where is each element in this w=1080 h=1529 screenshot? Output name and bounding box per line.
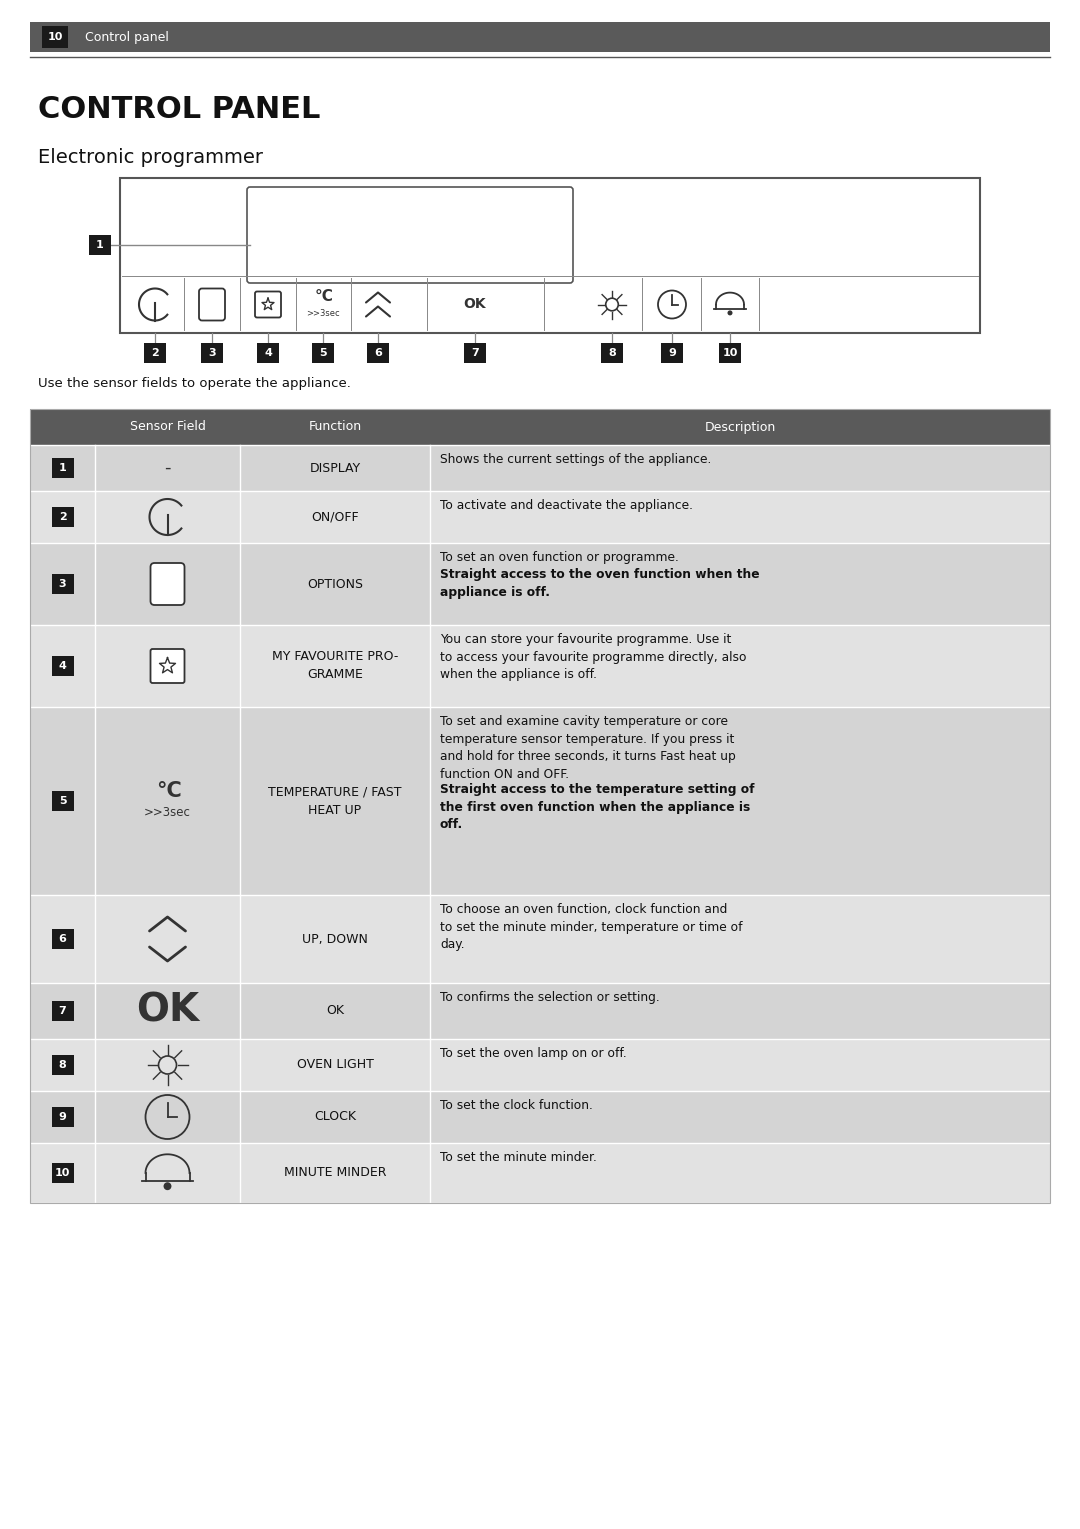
- Text: 10: 10: [723, 349, 738, 358]
- Bar: [52, 573, 73, 593]
- Text: 8: 8: [58, 1060, 66, 1070]
- Text: 10: 10: [48, 32, 63, 41]
- Text: 7: 7: [471, 349, 478, 358]
- Text: Control panel: Control panel: [85, 31, 168, 43]
- Bar: [30, 21, 1050, 52]
- Text: 2: 2: [151, 349, 159, 358]
- Text: ON/OFF: ON/OFF: [311, 511, 359, 523]
- Bar: [30, 1092, 1050, 1144]
- Bar: [312, 342, 334, 362]
- FancyBboxPatch shape: [150, 563, 185, 605]
- Text: Shows the current settings of the appliance.: Shows the current settings of the applia…: [440, 453, 712, 466]
- Bar: [52, 459, 73, 479]
- Text: TEMPERATURE / FAST
HEAT UP: TEMPERATURE / FAST HEAT UP: [268, 786, 402, 816]
- Text: >>3sec: >>3sec: [307, 309, 340, 318]
- Bar: [52, 1164, 73, 1183]
- Text: °C: °C: [157, 781, 183, 801]
- Text: 4: 4: [265, 349, 272, 358]
- Circle shape: [163, 1182, 172, 1190]
- Text: >>3sec: >>3sec: [144, 806, 191, 820]
- Text: MINUTE MINDER: MINUTE MINDER: [284, 1167, 387, 1179]
- Text: Sensor Field: Sensor Field: [130, 420, 205, 434]
- Text: To set and examine cavity temperature or core
temperature sensor temperature. If: To set and examine cavity temperature or…: [440, 716, 735, 780]
- Bar: [52, 1001, 73, 1021]
- FancyBboxPatch shape: [247, 187, 573, 283]
- Text: OK: OK: [463, 298, 486, 312]
- Bar: [719, 342, 741, 362]
- Bar: [30, 706, 1050, 894]
- Text: OPTIONS: OPTIONS: [307, 578, 363, 590]
- Bar: [30, 445, 1050, 491]
- Text: 1: 1: [58, 463, 66, 472]
- Text: 1: 1: [96, 240, 104, 251]
- Bar: [52, 790, 73, 810]
- Text: You can store your favourite programme. Use it
to access your favourite programm: You can store your favourite programme. …: [440, 633, 746, 680]
- Text: Description: Description: [704, 420, 775, 434]
- Text: Electronic programmer: Electronic programmer: [38, 148, 264, 167]
- Bar: [464, 342, 486, 362]
- Bar: [52, 656, 73, 676]
- Circle shape: [728, 310, 732, 315]
- FancyBboxPatch shape: [150, 648, 185, 683]
- Bar: [30, 894, 1050, 983]
- Text: -: -: [164, 459, 171, 477]
- Bar: [52, 508, 73, 528]
- FancyBboxPatch shape: [255, 292, 281, 318]
- Bar: [30, 983, 1050, 1040]
- Text: CLOCK: CLOCK: [314, 1110, 356, 1124]
- Text: 7: 7: [58, 1006, 66, 1015]
- Text: Straight access to the temperature setting of
the first oven function when the a: Straight access to the temperature setti…: [440, 783, 755, 832]
- Bar: [42, 26, 68, 47]
- Text: To choose an oven function, clock function and
to set the minute minder, tempera: To choose an oven function, clock functi…: [440, 904, 743, 951]
- Text: 10: 10: [55, 1168, 70, 1177]
- Bar: [89, 235, 111, 255]
- Bar: [52, 1107, 73, 1127]
- Text: 2: 2: [58, 512, 66, 521]
- Bar: [52, 930, 73, 950]
- Text: 6: 6: [374, 349, 382, 358]
- Text: 3: 3: [58, 579, 66, 589]
- Bar: [120, 177, 980, 333]
- Text: 4: 4: [58, 661, 67, 671]
- Bar: [30, 1144, 1050, 1203]
- Bar: [257, 342, 279, 362]
- Text: OVEN LIGHT: OVEN LIGHT: [297, 1058, 374, 1072]
- Text: 9: 9: [669, 349, 676, 358]
- Bar: [367, 342, 389, 362]
- Text: 5: 5: [320, 349, 327, 358]
- Text: Straight access to the oven function when the
appliance is off.: Straight access to the oven function whe…: [440, 567, 759, 598]
- Text: Use the sensor fields to operate the appliance.: Use the sensor fields to operate the app…: [38, 378, 351, 390]
- Bar: [30, 408, 1050, 1203]
- Text: UP, DOWN: UP, DOWN: [302, 933, 368, 945]
- Text: Function: Function: [309, 420, 362, 434]
- Bar: [30, 491, 1050, 543]
- Bar: [30, 543, 1050, 625]
- Bar: [201, 342, 222, 362]
- Text: MY FAVOURITE PRO-
GRAMME: MY FAVOURITE PRO- GRAMME: [272, 650, 399, 682]
- Bar: [144, 342, 166, 362]
- Text: CONTROL PANEL: CONTROL PANEL: [38, 95, 321, 124]
- Text: OK: OK: [326, 1005, 345, 1017]
- Text: 6: 6: [58, 934, 67, 943]
- Text: To set the oven lamp on or off.: To set the oven lamp on or off.: [440, 1047, 626, 1060]
- Bar: [52, 1055, 73, 1075]
- Bar: [661, 342, 683, 362]
- Text: To set an oven function or programme.: To set an oven function or programme.: [440, 550, 679, 564]
- Bar: [30, 1040, 1050, 1092]
- Bar: [30, 408, 1050, 445]
- FancyBboxPatch shape: [199, 289, 225, 321]
- Text: OK: OK: [136, 992, 199, 1031]
- Text: DISPLAY: DISPLAY: [310, 462, 361, 474]
- Text: To set the clock function.: To set the clock function.: [440, 1099, 593, 1112]
- Text: 9: 9: [58, 1112, 67, 1122]
- Text: °C: °C: [314, 289, 334, 304]
- Text: 5: 5: [58, 797, 66, 806]
- Text: To set the minute minder.: To set the minute minder.: [440, 1151, 597, 1164]
- Bar: [600, 342, 623, 362]
- Text: To confirms the selection or setting.: To confirms the selection or setting.: [440, 991, 660, 1005]
- Text: To activate and deactivate the appliance.: To activate and deactivate the appliance…: [440, 498, 693, 512]
- Bar: [30, 625, 1050, 706]
- Text: 8: 8: [608, 349, 616, 358]
- Text: 3: 3: [208, 349, 216, 358]
